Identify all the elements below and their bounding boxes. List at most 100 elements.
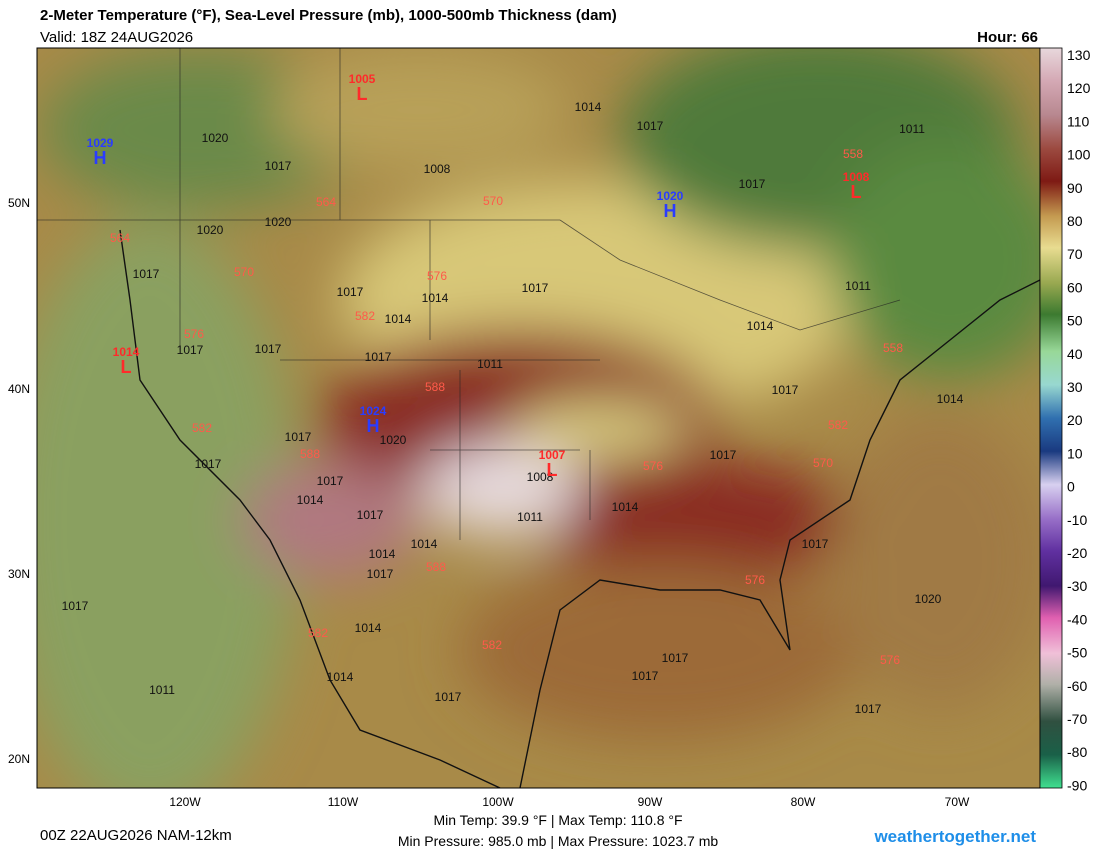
model-run: 00Z 22AUG2026 NAM-12km — [40, 827, 232, 844]
isobar-label: 1017 — [265, 159, 292, 173]
isobar-label: 1008 — [527, 470, 554, 484]
colorbar-label: -10 — [1067, 512, 1087, 528]
thickness-label: 576 — [184, 327, 204, 341]
isobar-label: 1020 — [197, 223, 224, 237]
thickness-label: 558 — [843, 147, 863, 161]
pressure-center-letter: H — [664, 201, 677, 221]
colorbar-label: 100 — [1067, 147, 1091, 163]
colorbar-label: 120 — [1067, 80, 1091, 96]
thickness-label: 588 — [300, 447, 320, 461]
thickness-label: 576 — [745, 573, 765, 587]
pressure-center-letter: H — [94, 148, 107, 168]
isobar-label: 1014 — [937, 392, 964, 406]
colorbar — [1039, 47, 1063, 789]
isobar-label: 1011 — [899, 122, 925, 136]
colorbar-label: -90 — [1067, 777, 1087, 793]
pressure-center-value: 1024 — [360, 404, 387, 418]
colorbar-label: -80 — [1067, 744, 1087, 760]
isobar-label: 1014 — [369, 547, 396, 561]
site-credit: weathertogether.net — [873, 827, 1036, 846]
isobar-label: 1017 — [367, 567, 394, 581]
colorbar-label: 80 — [1067, 213, 1083, 229]
pressure-center-value: 1020 — [657, 189, 684, 203]
pressure-center-value: 1005 — [349, 72, 376, 86]
isobar-label: 1017 — [285, 430, 312, 444]
isobar-label: 1017 — [435, 690, 462, 704]
pressure-center-value: 1008 — [843, 170, 870, 184]
thickness-label: 564 — [110, 231, 130, 245]
colorbar-label: 0 — [1067, 479, 1075, 495]
isobar-label: 1017 — [637, 119, 664, 133]
isobar-label: 1011 — [149, 683, 175, 697]
pressure-center-letter: L — [357, 84, 368, 104]
isobar-label: 1017 — [522, 281, 549, 295]
title: 2-Meter Temperature (°F), Sea-Level Pres… — [40, 7, 617, 24]
isobar-label: 1014 — [575, 100, 602, 114]
lat-label: 30N — [8, 567, 30, 581]
lon-label: 120W — [169, 795, 201, 809]
pressure-center-letter: L — [121, 357, 132, 377]
colorbar-label: 90 — [1067, 180, 1083, 196]
colorbar-label: -20 — [1067, 545, 1087, 561]
colorbar-label: 110 — [1067, 113, 1090, 129]
isobar-label: 1017 — [802, 537, 829, 551]
isobar-label: 1014 — [422, 291, 449, 305]
colorbar-label: -50 — [1067, 645, 1087, 661]
isobar-label: 1017 — [710, 448, 737, 462]
forecast-hour: Hour: 66 — [977, 29, 1038, 46]
isobar-label: 1017 — [357, 508, 384, 522]
colorbar-label: 60 — [1067, 279, 1083, 295]
colorbar-label: 40 — [1067, 346, 1083, 362]
lat-label: 20N — [8, 752, 30, 766]
thickness-label: 588 — [425, 380, 445, 394]
thickness-label: 570 — [483, 194, 503, 208]
isobar-label: 1017 — [195, 457, 222, 471]
isobar-label: 1017 — [365, 350, 392, 364]
isobar-label: 1014 — [411, 537, 438, 551]
thickness-label: 588 — [426, 560, 446, 574]
pressure-range: Min Pressure: 985.0 mb | Max Pressure: 1… — [398, 833, 719, 849]
thickness-label: 582 — [482, 638, 502, 652]
thickness-label: 576 — [880, 653, 900, 667]
isobar-label: 1017 — [337, 285, 364, 299]
pressure-center-letter: L — [851, 182, 862, 202]
thickness-label: 582 — [828, 418, 848, 432]
thickness-label: 582 — [308, 626, 328, 640]
isobar-label: 1014 — [385, 312, 412, 326]
isobar-label: 1017 — [133, 267, 160, 281]
colorbar-label: -60 — [1067, 678, 1087, 694]
isobar-label: 1020 — [202, 131, 229, 145]
isobar-label: 1017 — [177, 343, 204, 357]
isobar-label: 1017 — [662, 651, 689, 665]
isobar-label: 1014 — [297, 493, 324, 507]
thickness-label: 576 — [643, 459, 663, 473]
isobar-label: 1020 — [915, 592, 942, 606]
thickness-label: 564 — [316, 195, 336, 209]
isobar-label: 1014 — [355, 621, 382, 635]
isobar-label: 1011 — [517, 510, 543, 524]
thickness-label: 558 — [883, 341, 903, 355]
isobar-label: 1014 — [747, 319, 774, 333]
isobar-label: 1008 — [424, 162, 451, 176]
colorbar-label: 10 — [1067, 445, 1083, 461]
colorbar-label: -40 — [1067, 611, 1087, 627]
thickness-label: 582 — [192, 421, 212, 435]
isobar-label: 1020 — [265, 215, 292, 229]
isobar-label: 1014 — [612, 500, 639, 514]
colorbar-label: 70 — [1067, 246, 1083, 262]
lon-label: 80W — [791, 795, 816, 809]
isobar-label: 1020 — [380, 433, 407, 447]
isobar-label: 1011 — [845, 279, 871, 293]
colorbar-label: 130 — [1067, 47, 1091, 63]
colorbar-label: -30 — [1067, 578, 1087, 594]
valid-time: Valid: 18Z 24AUG2026 — [40, 29, 193, 46]
temp-range: Min Temp: 39.9 °F | Max Temp: 110.8 °F — [433, 812, 682, 828]
isobar-label: 1011 — [477, 357, 503, 371]
colorbar-label: 50 — [1067, 313, 1083, 329]
colorbar-label: 30 — [1067, 379, 1083, 395]
isobar-label: 1017 — [62, 599, 89, 613]
colorbar-label: 20 — [1067, 412, 1083, 428]
pressure-center-letter: L — [547, 460, 558, 480]
